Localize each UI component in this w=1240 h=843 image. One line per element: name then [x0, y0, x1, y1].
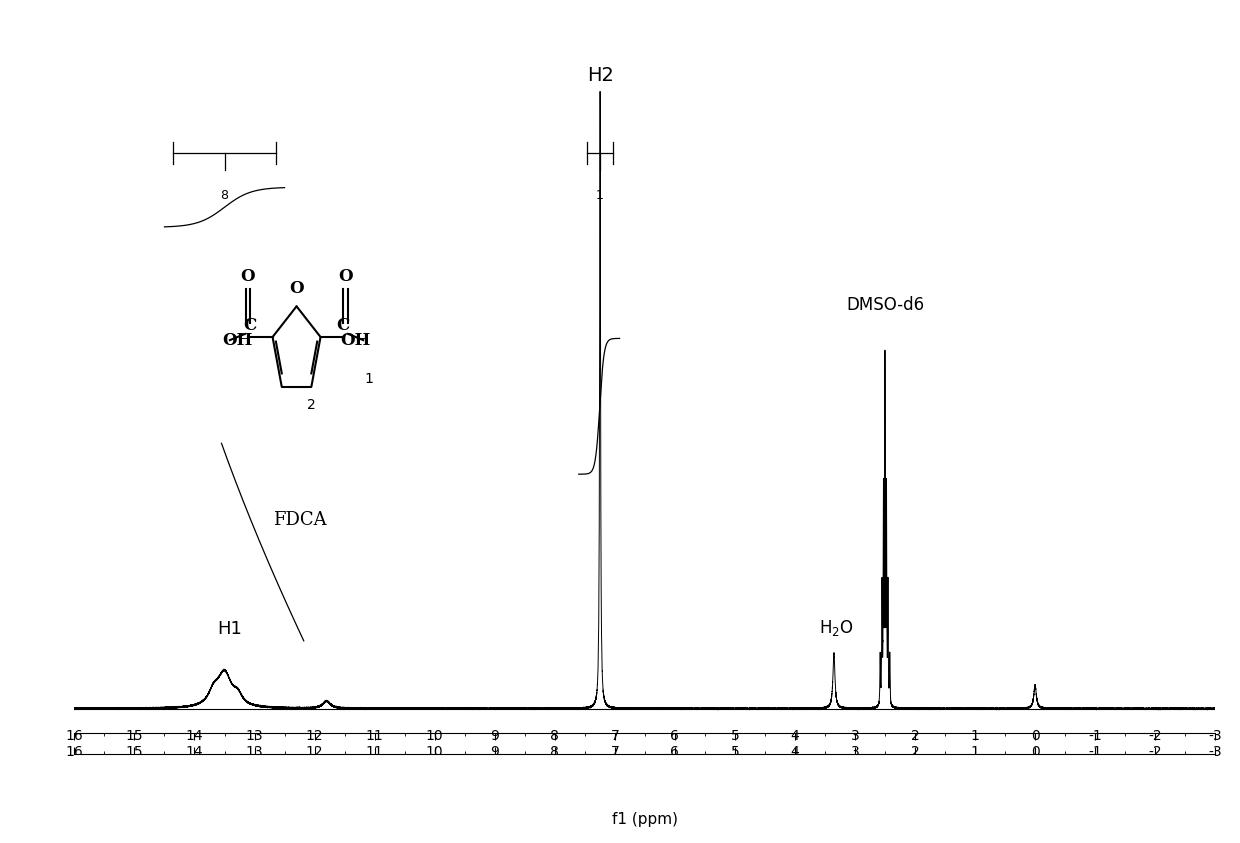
Text: C: C — [337, 317, 350, 334]
Text: 1: 1 — [365, 373, 373, 386]
Text: O: O — [241, 268, 255, 285]
X-axis label: f1 (ppm): f1 (ppm) — [611, 812, 678, 827]
Text: O: O — [339, 268, 352, 285]
Text: 2: 2 — [308, 398, 316, 412]
Text: FDCA: FDCA — [273, 511, 326, 529]
Text: O: O — [289, 280, 304, 297]
Text: DMSO-d6: DMSO-d6 — [846, 296, 924, 314]
Text: H2: H2 — [587, 67, 614, 85]
Text: 8: 8 — [221, 189, 228, 201]
Text: C: C — [243, 317, 257, 334]
Text: H1: H1 — [218, 620, 243, 638]
Text: 1: 1 — [596, 189, 604, 201]
Text: OH: OH — [340, 331, 371, 349]
Text: OH: OH — [223, 331, 253, 349]
Text: H$_2$O: H$_2$O — [818, 618, 853, 638]
